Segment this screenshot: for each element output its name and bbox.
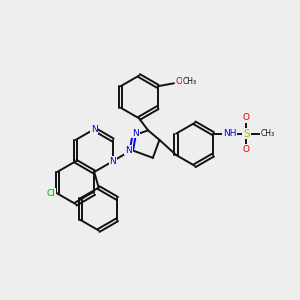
Text: N: N (132, 128, 139, 137)
Text: S: S (243, 129, 250, 139)
Text: NH: NH (223, 129, 236, 138)
Text: N: N (91, 125, 98, 134)
Text: N: N (125, 146, 132, 154)
Text: N: N (110, 157, 116, 166)
Text: CH₃: CH₃ (182, 77, 197, 86)
Text: CH₃: CH₃ (260, 129, 274, 138)
Text: O: O (176, 77, 183, 86)
Text: O: O (243, 145, 250, 154)
Text: Cl: Cl (47, 189, 56, 198)
Text: O: O (243, 113, 250, 122)
